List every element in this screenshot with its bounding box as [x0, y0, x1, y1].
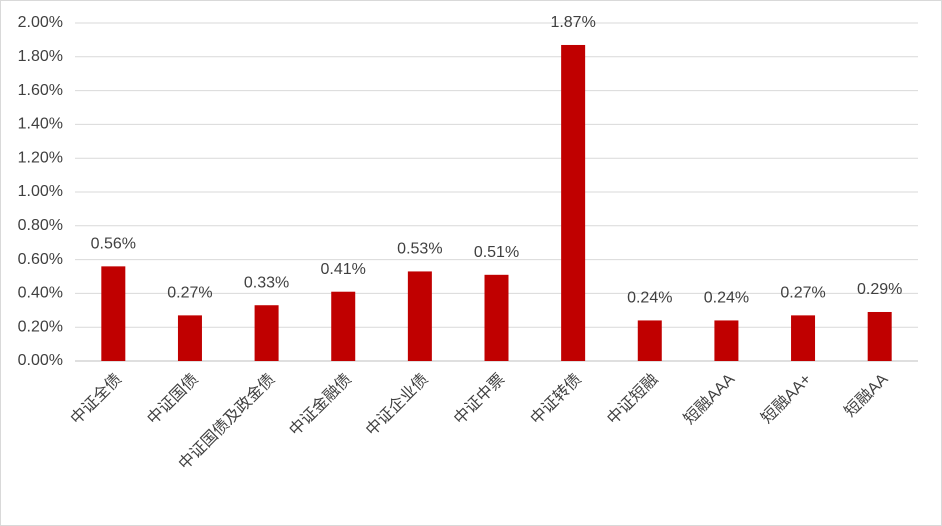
y-tick-label: 0.20%: [18, 318, 63, 335]
bar: [407, 271, 432, 361]
y-tick-label: 1.40%: [18, 116, 63, 133]
value-label: 0.51%: [474, 244, 519, 261]
y-tick-label: 0.60%: [18, 251, 63, 268]
value-label: 0.29%: [857, 281, 902, 298]
value-label: 0.56%: [91, 236, 136, 253]
value-label: 0.27%: [780, 285, 825, 302]
bar: [254, 305, 279, 361]
y-tick-label: 2.00%: [18, 14, 63, 31]
y-tick-label: 1.80%: [18, 48, 63, 65]
value-label: 0.53%: [397, 241, 442, 258]
y-tick-label: 1.20%: [18, 149, 63, 166]
bar: [331, 291, 356, 361]
value-label: 0.41%: [321, 261, 366, 278]
bar: [177, 315, 202, 361]
bar: [867, 311, 892, 361]
value-label: 0.24%: [704, 290, 749, 307]
y-tick-label: 1.00%: [18, 183, 63, 200]
value-label: 0.33%: [244, 274, 289, 291]
y-tick-label: 1.60%: [18, 82, 63, 99]
y-tick-label: 0.40%: [18, 285, 63, 302]
y-tick-label: 0.80%: [18, 217, 63, 234]
value-label: 0.27%: [167, 285, 212, 302]
value-label: 1.87%: [550, 14, 595, 31]
y-tick-label: 0.00%: [18, 352, 63, 369]
bar: [561, 44, 586, 361]
value-label: 0.24%: [627, 290, 672, 307]
bar: [791, 315, 816, 361]
bar: [101, 266, 126, 361]
bar: [484, 274, 509, 361]
bar: [637, 320, 662, 361]
bar: [714, 320, 739, 361]
